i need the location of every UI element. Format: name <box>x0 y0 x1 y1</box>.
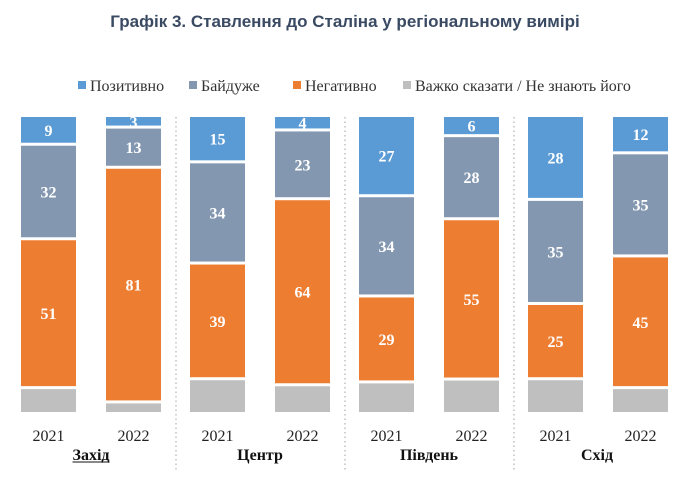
year-label: 2022 <box>287 428 319 445</box>
data-label: 28 <box>464 170 480 187</box>
bar-segment-unsure <box>21 389 76 412</box>
bar-segment-neutral <box>444 137 499 218</box>
data-label: 4 <box>299 116 307 133</box>
data-label: 23 <box>295 157 311 174</box>
legend-label: Позитивно <box>90 78 164 95</box>
bar-segment-positive <box>528 117 583 198</box>
bar-segment-negative <box>359 297 414 381</box>
bar-segment-neutral <box>528 200 583 302</box>
bar-segment-positive <box>613 117 668 152</box>
bar-segment-neutral <box>106 128 161 166</box>
bar-segment-positive <box>21 117 76 143</box>
legend-label: Байдуже <box>201 78 260 95</box>
bar-segment-neutral <box>21 145 76 238</box>
bar-segment-negative <box>613 257 668 387</box>
bar-segment-positive <box>359 117 414 195</box>
data-label: 28 <box>548 150 564 167</box>
region-label: Південь <box>400 447 459 464</box>
data-label: 34 <box>210 205 226 222</box>
bar-segment-unsure <box>444 380 499 412</box>
legend-swatch <box>189 81 197 89</box>
data-label: 6 <box>468 119 476 136</box>
data-label: 12 <box>633 127 649 144</box>
bar-segment-unsure <box>359 383 414 412</box>
year-label: 2021 <box>33 428 65 445</box>
year-label: 2021 <box>202 428 234 445</box>
region-label: Захід <box>73 447 110 464</box>
legend-swatch <box>403 81 411 89</box>
bar-segment-neutral <box>613 154 668 255</box>
bar-segment-unsure <box>275 386 330 412</box>
data-label: 39 <box>210 314 226 331</box>
year-label: 2021 <box>540 428 572 445</box>
data-label: 25 <box>548 334 564 351</box>
data-label: 29 <box>379 332 395 349</box>
region-label: Центр <box>237 447 283 464</box>
legend-label: Негативно <box>305 78 377 95</box>
data-label: 51 <box>41 306 57 323</box>
year-label: 2022 <box>118 428 150 445</box>
bar-segment-negative <box>444 220 499 378</box>
bar-segment-negative <box>190 264 245 378</box>
bar-segment-positive <box>106 117 161 126</box>
legend-label: Важко сказати / Не знають його <box>415 78 631 95</box>
region-label: Схід <box>581 447 613 464</box>
bar-segment-negative <box>275 200 330 384</box>
bar-segment-negative <box>21 240 76 387</box>
bar-segment-positive <box>275 117 330 129</box>
year-label: 2021 <box>371 428 403 445</box>
bar-segment-unsure <box>613 389 668 412</box>
bar-segment-neutral <box>190 163 245 262</box>
data-label: 32 <box>41 185 57 202</box>
year-label: 2022 <box>625 428 657 445</box>
data-label: 27 <box>379 149 395 166</box>
data-label: 35 <box>633 197 649 214</box>
data-label: 13 <box>126 140 142 157</box>
data-label: 9 <box>45 123 53 140</box>
year-label: 2022 <box>456 428 488 445</box>
data-label: 3 <box>130 114 138 131</box>
bar-segment-positive <box>190 117 245 161</box>
data-label: 34 <box>379 239 395 256</box>
bar-segment-unsure <box>528 380 583 412</box>
data-label: 35 <box>548 244 564 261</box>
legend-swatch <box>293 81 301 89</box>
data-label: 15 <box>210 132 226 149</box>
bar-segment-neutral <box>275 131 330 198</box>
data-label: 45 <box>633 315 649 332</box>
data-label: 64 <box>295 285 311 302</box>
bar-segment-neutral <box>359 197 414 295</box>
data-label: 81 <box>126 278 142 295</box>
bar-segment-negative <box>528 305 583 378</box>
bar-segment-unsure <box>190 380 245 412</box>
bar-segment-positive <box>444 117 499 135</box>
bar-segment-negative <box>106 168 161 401</box>
chart-title: Графік 3. Ставлення до Сталіна у регіона… <box>110 12 580 31</box>
legend-swatch <box>78 81 86 89</box>
bar-segment-unsure <box>106 403 161 412</box>
data-label: 55 <box>464 292 480 309</box>
